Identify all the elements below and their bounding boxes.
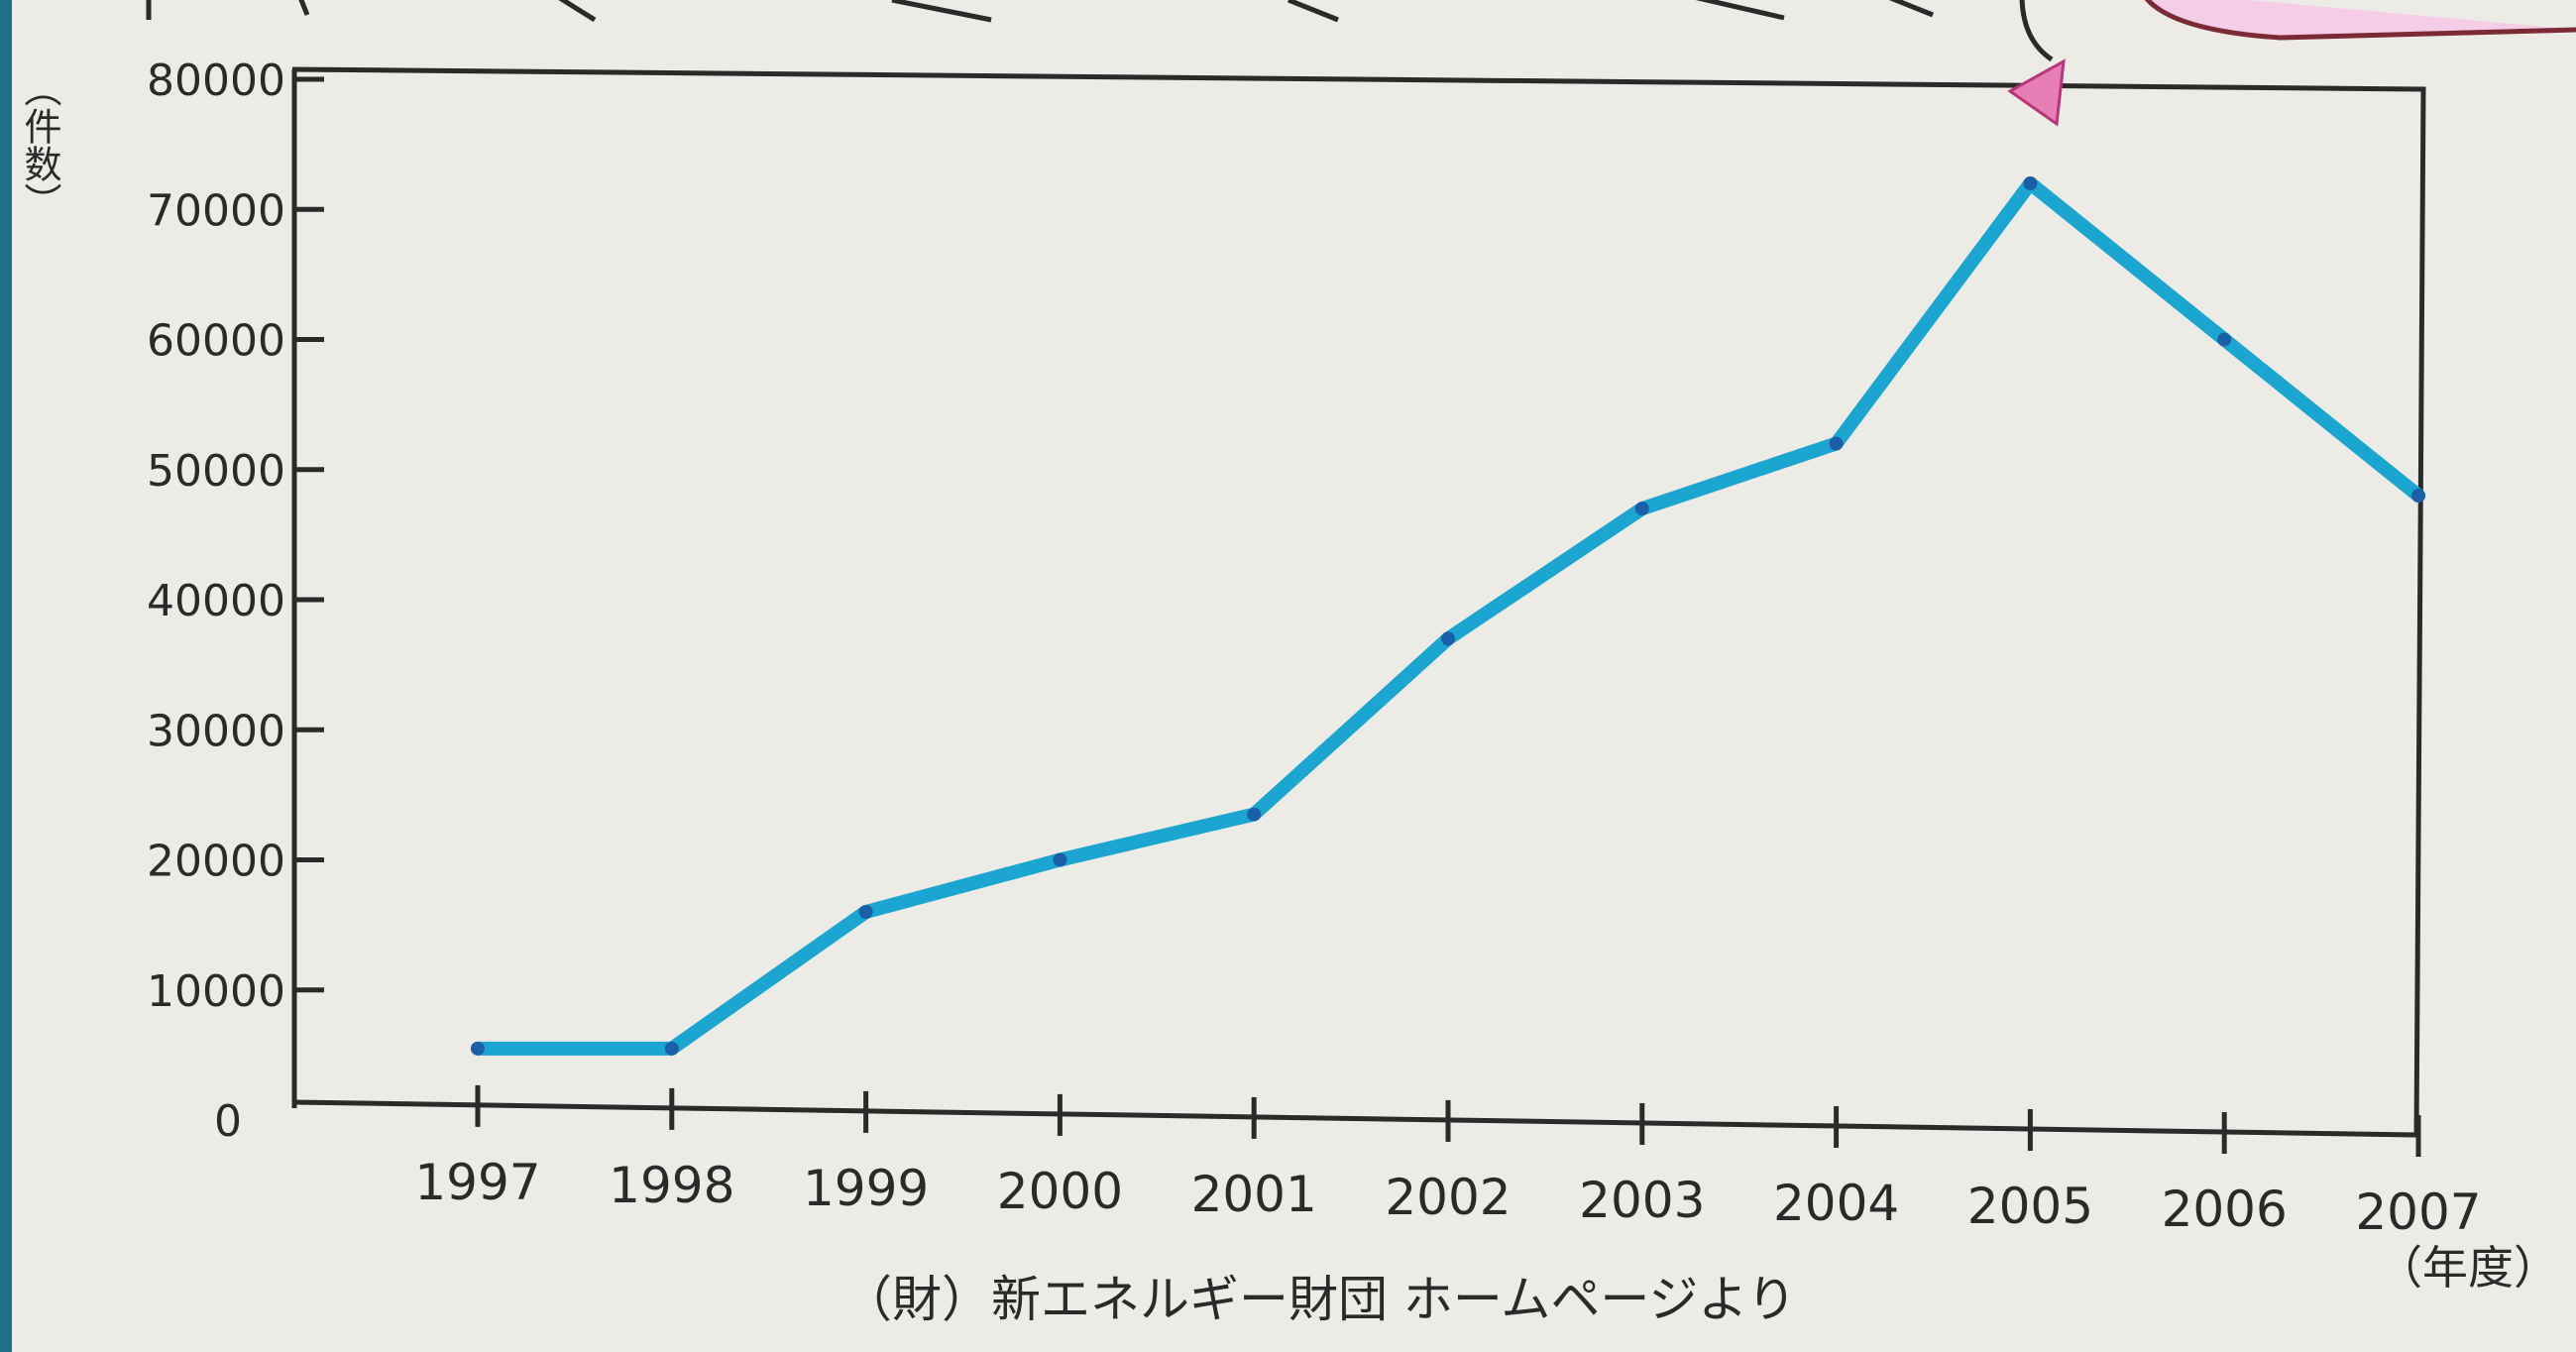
x-tick-label: 1997 [414, 1154, 540, 1211]
data-point [1247, 807, 1262, 822]
x-tick-label: 1998 [609, 1157, 734, 1214]
title-fragment-strokes [146, 0, 1934, 23]
x-axis [293, 1099, 2417, 1138]
x-tick-label: 2002 [1385, 1169, 1511, 1226]
y-tick-label: 60000 [147, 316, 285, 367]
x-axis-unit-label: （年度） [2377, 1241, 2559, 1295]
speech-bubble-fragment [2144, 0, 2576, 41]
y-tick-label: 20000 [147, 837, 285, 887]
pink-annotation-marker [2007, 58, 2066, 127]
y-axis-unit-label: （件数） [18, 69, 61, 220]
x-tick-label: 2004 [1773, 1175, 1899, 1232]
y-tick-label: 50000 [147, 446, 285, 497]
y-tick-label: 70000 [147, 185, 285, 236]
y-tick-label: 30000 [147, 706, 285, 756]
x-axis-line [293, 1099, 2417, 1138]
x-tick-label: 2005 [1967, 1178, 2093, 1235]
x-tick-label: 2007 [2355, 1183, 2481, 1241]
board-edge [0, 0, 12, 1352]
series-layer [471, 176, 2425, 1056]
x-tick-label: 2001 [1191, 1166, 1317, 1223]
data-point [1829, 436, 1844, 451]
plot-frame [291, 66, 2426, 1136]
arrow-stem-fragment [2019, 0, 2054, 62]
series-line [471, 176, 2425, 1056]
source-note: （財）新エネルギー財団 ホームページより [842, 1271, 1796, 1328]
frame-top-right [291, 66, 2426, 1136]
data-point [1053, 852, 1067, 867]
x-ticks: 1997 1998 1999 2000 2001 2002 2003 2004 2005 2006… [414, 1084, 2482, 1241]
x-tick-label: 2000 [997, 1163, 1123, 1220]
data-point [2411, 489, 2425, 503]
data-point [2023, 176, 2038, 190]
x-tick-label: 1999 [803, 1160, 929, 1217]
top-fragments [146, 0, 2576, 62]
data-point [1634, 502, 1649, 516]
y-tick-label: 10000 [147, 966, 285, 1017]
x-tick-label: 2003 [1579, 1172, 1705, 1229]
data-point [2217, 332, 2232, 347]
data-point-markers [471, 176, 2425, 1056]
data-point [858, 905, 873, 919]
data-point [471, 1041, 485, 1056]
data-point [664, 1041, 679, 1056]
y-tick-label: 0 [214, 1096, 242, 1147]
data-point [1441, 631, 1455, 646]
x-tick-label: 2006 [2162, 1181, 2288, 1238]
y-tick-label: 80000 [147, 56, 285, 106]
y-tick-label: 40000 [147, 576, 285, 626]
y-ticks: 0 10000 20000 30000 40000 50000 60000 70000 8000… [147, 56, 324, 1147]
